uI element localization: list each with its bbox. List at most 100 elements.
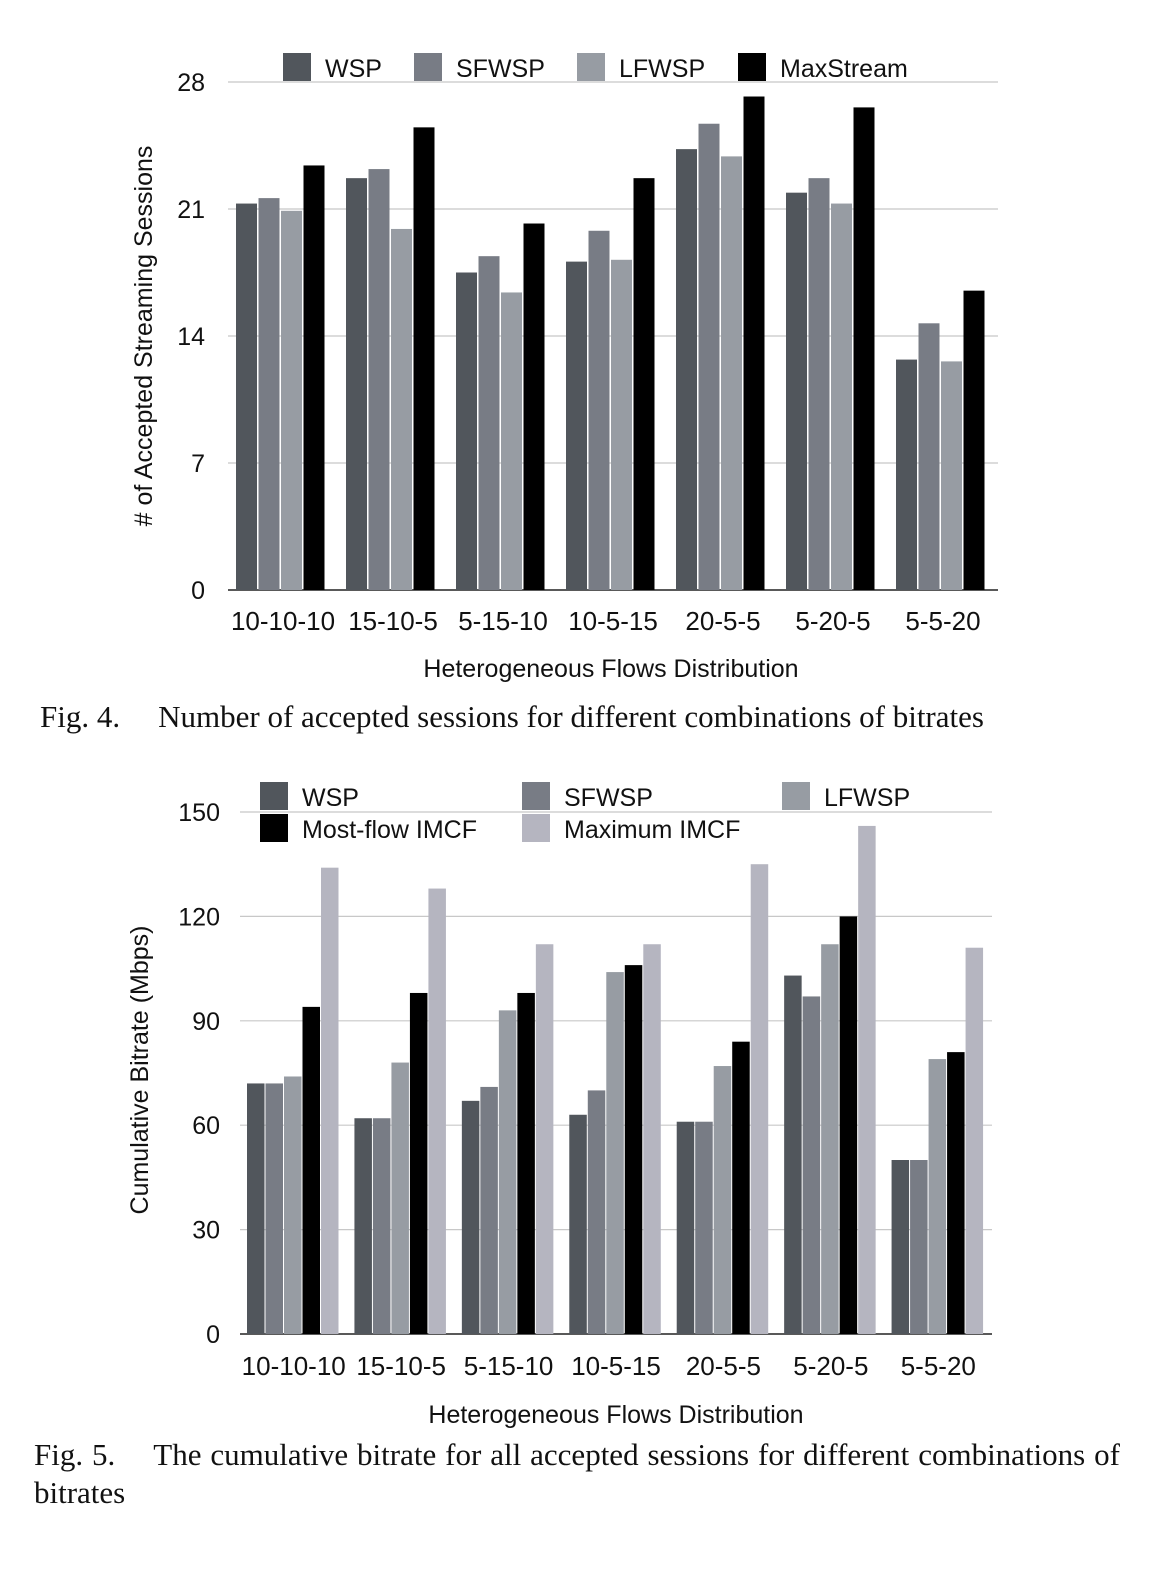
x-tick-label: 10-10-10 xyxy=(231,606,335,636)
x-tick-label: 5-5-20 xyxy=(905,606,980,636)
bar xyxy=(853,107,875,591)
y-tick-label: 30 xyxy=(192,1217,220,1245)
legend-label: SFWSP xyxy=(456,55,545,83)
bar xyxy=(346,178,367,590)
caption-text: Number of accepted sessions for differen… xyxy=(158,699,984,734)
x-axis-label: Heterogeneous Flows Distribution xyxy=(423,655,798,683)
bar xyxy=(633,178,655,590)
figure-5-caption: Fig. 5. The cumulative bitrate for all ac… xyxy=(34,1436,1120,1512)
bar xyxy=(302,1006,320,1334)
bar xyxy=(676,149,697,590)
y-tick-label: 14 xyxy=(177,323,205,351)
y-tick-label: 28 xyxy=(177,69,205,97)
bar xyxy=(802,996,821,1334)
x-tick-label: 10-5-15 xyxy=(568,606,658,636)
figure-4-caption: Fig. 4. Number of accepted sessions for d… xyxy=(40,698,1126,736)
legend-swatch xyxy=(260,814,288,842)
bar xyxy=(523,223,545,590)
bar xyxy=(918,323,940,590)
bar xyxy=(569,1114,587,1334)
legend-swatch xyxy=(522,782,550,810)
bar xyxy=(910,1160,928,1334)
x-tick-label: 20-5-5 xyxy=(686,1351,761,1381)
bar xyxy=(413,127,435,590)
bar xyxy=(611,259,632,590)
bar xyxy=(281,210,302,591)
bar xyxy=(587,1090,606,1334)
bar xyxy=(891,1160,910,1334)
legend-swatch xyxy=(283,53,311,81)
bar xyxy=(258,198,280,590)
bar xyxy=(372,1118,391,1334)
chart-accepted-sessions: 0 7 14 21 28 10-10-10 15-10-5 5-15-10 10-5-15 20-… xyxy=(130,53,998,683)
bar xyxy=(391,228,412,590)
bar xyxy=(698,123,720,590)
bar xyxy=(821,944,839,1334)
legend-label: SFWSP xyxy=(564,784,653,812)
bar xyxy=(368,169,390,591)
figure-4: 0 7 14 21 28 10-10-10 15-10-5 5-15-10 10-5-15 20-… xyxy=(0,0,1152,705)
bar xyxy=(321,867,339,1334)
bar xyxy=(535,944,554,1334)
bar xyxy=(391,1062,409,1334)
bar xyxy=(786,192,807,590)
legend-swatch xyxy=(414,53,442,81)
bar xyxy=(928,1059,947,1334)
bar xyxy=(831,203,852,591)
y-axis-label: # of Accepted Streaming Sessions xyxy=(130,146,158,527)
bar xyxy=(965,947,984,1334)
x-tick-label: 5-15-10 xyxy=(464,1351,554,1381)
bar xyxy=(743,96,765,590)
caption-label: Fig. 5. xyxy=(34,1437,116,1472)
x-tick-label: 15-10-5 xyxy=(356,1351,446,1381)
bar xyxy=(808,178,830,590)
bar xyxy=(732,1041,750,1334)
bar xyxy=(517,992,535,1334)
legend-label: WSP xyxy=(302,784,359,812)
bar xyxy=(480,1086,498,1334)
bar xyxy=(428,888,446,1334)
bar xyxy=(284,1076,302,1334)
y-axis-label: Cumulative Bitrate (Mbps) xyxy=(126,926,154,1215)
bar xyxy=(247,1083,265,1334)
x-tick-label: 10-5-15 xyxy=(571,1351,661,1381)
x-tick-label: 20-5-5 xyxy=(685,606,760,636)
chart-cumulative-bitrate: 0 30 60 90 120 150 10-10-10 15-10-5 5-15-10 10-5-… xyxy=(126,782,992,1429)
bar xyxy=(588,230,610,590)
figure-5: 0 30 60 90 120 150 10-10-10 15-10-5 5-15-10 10-5-… xyxy=(0,760,1152,1440)
bar xyxy=(858,825,876,1334)
bar xyxy=(721,156,742,590)
legend-label: MaxStream xyxy=(780,55,908,83)
bar xyxy=(354,1118,372,1334)
bar xyxy=(456,272,477,590)
legend-swatch xyxy=(782,782,810,810)
legend-label: LFWSP xyxy=(824,784,910,812)
x-tick-label: 5-20-5 xyxy=(795,606,870,636)
y-tick-label: 120 xyxy=(178,903,220,931)
y-tick-label: 90 xyxy=(192,1008,220,1036)
bar xyxy=(963,290,985,590)
x-tick-label: 15-10-5 xyxy=(348,606,438,636)
legend-label: Maximum IMCF xyxy=(564,816,740,844)
bar xyxy=(947,1052,965,1334)
bar xyxy=(409,992,428,1334)
bar xyxy=(713,1066,732,1334)
y-tick-label: 60 xyxy=(192,1112,220,1140)
bar xyxy=(695,1121,713,1334)
bar xyxy=(896,359,917,590)
legend-swatch xyxy=(522,814,550,842)
bar xyxy=(606,972,624,1334)
bar xyxy=(750,864,769,1334)
x-tick-label: 5-15-10 xyxy=(458,606,548,636)
bar xyxy=(478,256,500,590)
legend-label: LFWSP xyxy=(619,55,705,83)
x-tick-label: 5-5-20 xyxy=(901,1351,976,1381)
legend-swatch xyxy=(577,53,605,81)
x-axis-label: Heterogeneous Flows Distribution xyxy=(428,1401,803,1429)
bar xyxy=(624,965,643,1334)
y-tick-label: 0 xyxy=(191,577,205,605)
bar xyxy=(265,1083,283,1334)
bar xyxy=(839,916,858,1334)
legend-label: WSP xyxy=(325,55,382,83)
bar xyxy=(236,203,257,591)
